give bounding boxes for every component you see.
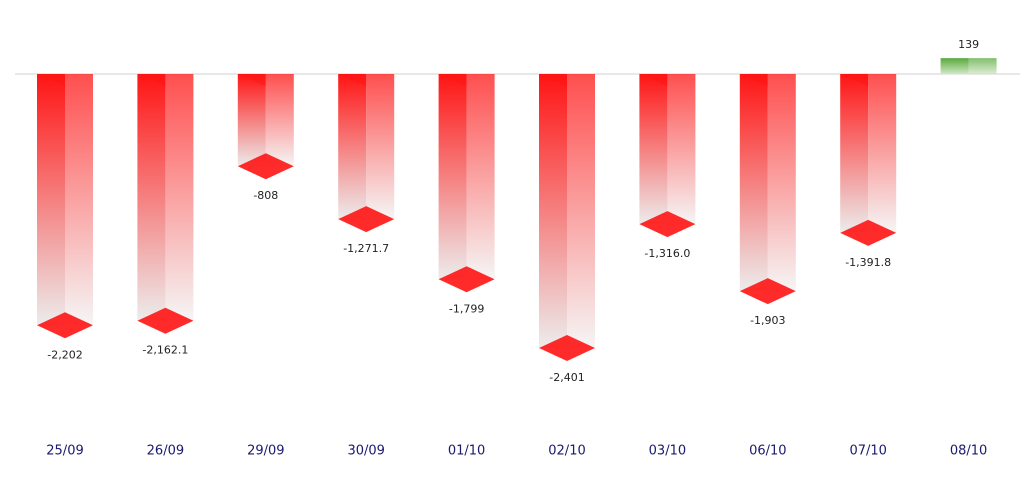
bar-front xyxy=(137,74,166,321)
bar-end-cap xyxy=(539,335,595,361)
bar-side xyxy=(165,74,194,321)
bar-side xyxy=(868,74,897,233)
bar-side xyxy=(767,74,796,292)
bar-end-cap xyxy=(37,312,93,339)
bar-end-cap xyxy=(237,153,294,180)
bar-front xyxy=(639,74,668,225)
bar-top-cap xyxy=(37,74,65,86)
value-label: -1,271.7 xyxy=(343,242,389,255)
x-tick-label: 26/09 xyxy=(147,444,184,459)
bar-front xyxy=(940,58,969,74)
x-tick-label: 29/09 xyxy=(247,444,284,459)
bar-top-cap xyxy=(237,74,266,86)
x-tick-label: 25/09 xyxy=(46,444,83,459)
x-tick-label: 02/10 xyxy=(548,444,585,459)
bar-end-cap xyxy=(840,219,897,246)
bar-side xyxy=(667,74,696,225)
bar-side xyxy=(265,74,294,167)
bar-top-cap xyxy=(338,74,367,86)
bar-front xyxy=(237,74,266,167)
value-label: -1,799 xyxy=(449,302,484,315)
bar-top-cap xyxy=(639,74,668,86)
value-label: -2,202 xyxy=(47,348,82,361)
bar-side xyxy=(968,58,997,74)
bar-side xyxy=(466,74,495,280)
bar-front xyxy=(840,74,869,233)
value-label: -1,316.0 xyxy=(644,247,690,260)
x-tick-label: 08/10 xyxy=(950,444,987,459)
bar-top-cap xyxy=(739,74,768,86)
bar-top-cap xyxy=(840,74,869,86)
bar-front xyxy=(539,74,567,348)
value-label: -1,903 xyxy=(750,314,785,327)
value-label: -2,162.1 xyxy=(142,344,188,357)
x-tick-label: 03/10 xyxy=(649,444,686,459)
value-label: -1,391.8 xyxy=(845,256,891,269)
x-tick-label: 06/10 xyxy=(749,444,786,459)
bar-front xyxy=(338,74,367,220)
x-tick-label: 07/10 xyxy=(849,444,886,459)
bar-end-cap xyxy=(137,307,194,334)
x-tick-label: 30/09 xyxy=(347,444,384,459)
bar-front xyxy=(438,74,467,280)
value-label: -2,401 xyxy=(549,371,584,384)
value-label: 139 xyxy=(958,38,979,51)
x-tick-label: 01/10 xyxy=(448,444,485,459)
bar-side xyxy=(366,74,395,220)
bar-top-cap xyxy=(137,74,166,86)
bar-side xyxy=(567,74,595,348)
bar-top-cap xyxy=(539,74,567,86)
bar-end-cap xyxy=(438,266,495,293)
bar-front xyxy=(37,74,65,326)
bar-end-cap xyxy=(739,278,796,305)
bar-side xyxy=(65,74,93,326)
bar-front xyxy=(739,74,768,292)
bar-end-cap xyxy=(639,211,696,238)
value-label: -808 xyxy=(253,189,278,202)
bar-end-cap xyxy=(338,206,395,233)
bar-top-cap xyxy=(438,74,467,86)
